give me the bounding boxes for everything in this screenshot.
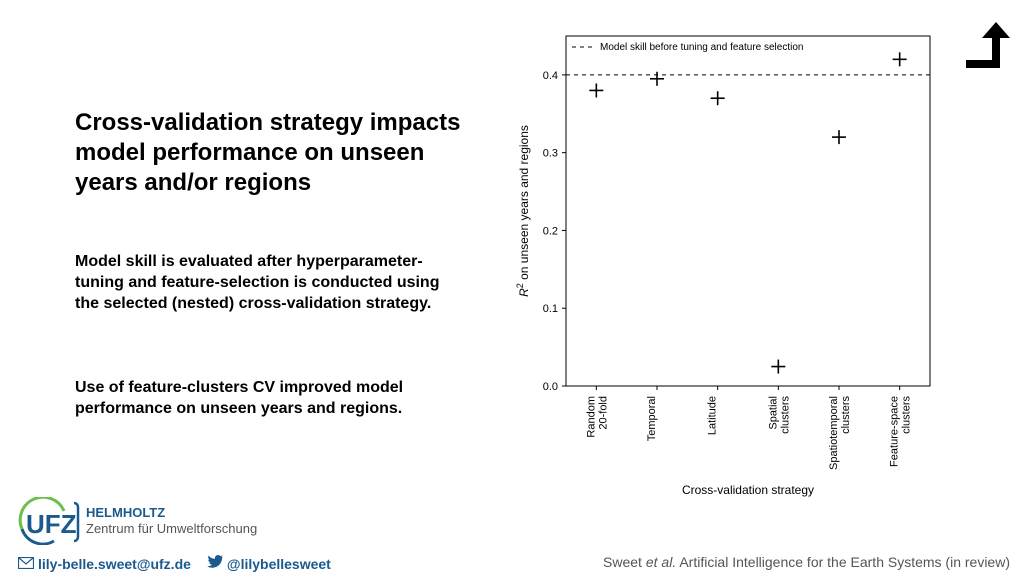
svg-text:Model skill before tuning and: Model skill before tuning and feature se…	[600, 42, 803, 53]
citation: Sweet et al. Artificial Intelligence for…	[603, 554, 1010, 570]
logo-line2: Zentrum für Umweltforschung	[86, 521, 257, 536]
footer: UFZ HELMHOLTZ Zentrum für Umweltforschun…	[0, 498, 1024, 576]
logo-abbr: UFZ	[26, 509, 77, 539]
mail-icon	[18, 556, 34, 572]
ufz-logo: UFZ HELMHOLTZ Zentrum für Umweltforschun…	[18, 497, 298, 550]
logo-line1: HELMHOLTZ	[86, 505, 165, 520]
email-link[interactable]: lily-belle.sweet@ufz.de	[38, 556, 191, 572]
xtick-label: Feature-space	[889, 396, 901, 467]
slide-title: Cross-validation strategy impacts model …	[75, 108, 475, 198]
x-axis-label: Cross-validation strategy	[682, 483, 814, 497]
twitter-icon	[207, 555, 223, 572]
ytick-label: 0.3	[543, 148, 558, 160]
data-point	[650, 72, 664, 86]
cv-strategy-chart: 0.0 0.1 0.2 0.3 0.4 Model skill before tuning…	[508, 28, 938, 498]
ytick-label: 0.2	[543, 225, 558, 237]
xtick-label: clusters	[901, 396, 913, 434]
data-point	[832, 130, 846, 144]
xtick-label: clusters	[840, 396, 852, 434]
paragraph-1: Model skill is evaluated after hyperpara…	[75, 252, 445, 314]
legend: Model skill before tuning and feature se…	[572, 42, 803, 53]
y-axis-label: R2 on unseen years and regions	[515, 125, 531, 297]
xtick-label: Temporal	[646, 396, 658, 441]
return-arrow-icon[interactable]	[958, 16, 1014, 77]
xtick-label: 20-fold	[597, 396, 609, 430]
ytick-label: 0.1	[543, 303, 558, 315]
xtick-label: Spatial	[767, 396, 779, 430]
data-point	[589, 83, 603, 97]
xtick-label: clusters	[779, 396, 791, 434]
ytick-label: 0.0	[543, 381, 558, 393]
contact-line: lily-belle.sweet@ufz.de @lilybellesweet	[18, 555, 331, 572]
xtick-label: Random	[585, 396, 597, 438]
ytick-label: 0.4	[543, 70, 558, 82]
xtick-label: Latitude	[707, 396, 719, 435]
data-point	[893, 52, 907, 66]
twitter-link[interactable]: @lilybellesweet	[227, 556, 331, 572]
xtick-label: Spatiotemporal	[828, 396, 840, 470]
paragraph-2: Use of feature-clusters CV improved mode…	[75, 378, 445, 420]
data-point	[711, 91, 725, 105]
data-point	[771, 360, 785, 374]
